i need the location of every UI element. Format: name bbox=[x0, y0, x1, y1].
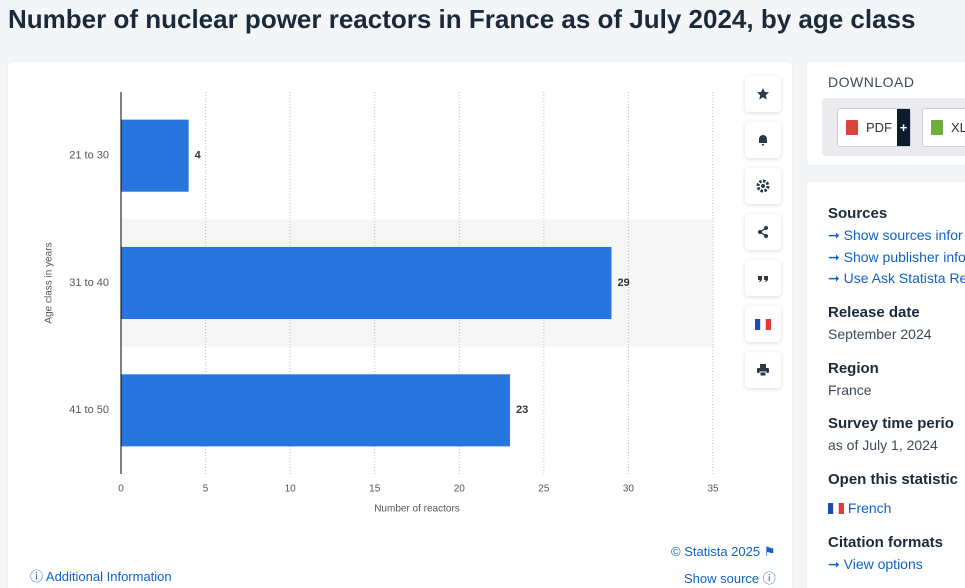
value-label: 4 bbox=[195, 150, 202, 162]
source-link[interactable]: ➞ Use Ask Statista Re bbox=[828, 270, 965, 287]
additional-info-link[interactable]: ⓘ Additional Information bbox=[30, 569, 172, 584]
cite-button[interactable] bbox=[745, 260, 781, 296]
x-tick-label: 25 bbox=[538, 484, 550, 495]
bar bbox=[121, 246, 612, 320]
open-title: Open this statistic bbox=[828, 471, 959, 488]
copyright-text: © Statista 2025 bbox=[671, 544, 761, 559]
region: France bbox=[828, 382, 872, 398]
favorite-button[interactable] bbox=[745, 76, 781, 112]
bar bbox=[121, 374, 511, 447]
release-date: September 2024 bbox=[828, 326, 932, 342]
x-tick-label: 35 bbox=[707, 484, 719, 495]
print-button[interactable] bbox=[745, 352, 781, 388]
x-tick-label: 5 bbox=[203, 484, 209, 495]
value-label: 23 bbox=[516, 404, 528, 416]
y-tick-label: 41 to 50 bbox=[69, 404, 109, 416]
open-link-text: French bbox=[847, 500, 892, 516]
survey-title: Survey time perio bbox=[828, 415, 954, 432]
pdf-label: PDF bbox=[866, 120, 892, 135]
y-tick-label: 31 to 40 bbox=[69, 277, 109, 289]
survey-period: as of July 1, 2024 bbox=[828, 437, 938, 453]
citation-link[interactable]: ➞ View options bbox=[828, 556, 923, 572]
x-tick-label: 30 bbox=[623, 484, 635, 495]
y-axis-label: Age class in years bbox=[44, 242, 55, 323]
citation-link-text: View options bbox=[843, 556, 923, 572]
show-source-text: Show source bbox=[684, 571, 760, 586]
xls-button[interactable]: XL bbox=[922, 108, 965, 147]
download-title: DOWNLOAD bbox=[828, 74, 915, 90]
show-source-link[interactable]: Show source ⓘ bbox=[684, 571, 776, 586]
source-link[interactable]: ➞ Show sources infor bbox=[828, 227, 963, 243]
source-link-text: Show sources infor bbox=[843, 227, 963, 243]
page-title: Number of nuclear power reactors in Fran… bbox=[8, 4, 916, 34]
pdf-button[interactable]: PDF + bbox=[837, 108, 911, 147]
copyright[interactable]: © Statista 2025 ⚑ bbox=[671, 544, 776, 559]
source-link-text: Use Ask Statista Re bbox=[843, 270, 965, 286]
source-link-text: Show publisher info bbox=[843, 249, 965, 265]
x-tick-label: 0 bbox=[118, 484, 124, 495]
source-link[interactable]: ➞ Show publisher info bbox=[828, 249, 965, 265]
details-card bbox=[807, 182, 965, 588]
additional-info-text: Additional Information bbox=[45, 569, 172, 584]
settings-button[interactable] bbox=[745, 168, 781, 204]
share-button[interactable] bbox=[745, 214, 781, 250]
bar bbox=[121, 119, 189, 192]
x-tick-label: 20 bbox=[454, 484, 466, 495]
value-label: 29 bbox=[618, 277, 630, 289]
y-tick-label: 21 to 30 bbox=[69, 150, 109, 162]
release-date-title: Release date bbox=[828, 304, 920, 321]
region-title: Region bbox=[828, 360, 879, 377]
x-axis-label: Number of reactors bbox=[374, 504, 460, 515]
x-tick-label: 15 bbox=[369, 484, 381, 495]
x-tick-label: 10 bbox=[285, 484, 297, 495]
chart: Age class in years Number of reactors 0 5… bbox=[44, 92, 719, 515]
open-link[interactable]: French bbox=[828, 500, 891, 516]
language-button[interactable] bbox=[745, 306, 781, 342]
alert-button[interactable] bbox=[745, 122, 781, 158]
sources-title: Sources bbox=[828, 205, 888, 222]
xls-label: XL bbox=[951, 120, 965, 135]
citation-title: Citation formats bbox=[828, 534, 944, 551]
